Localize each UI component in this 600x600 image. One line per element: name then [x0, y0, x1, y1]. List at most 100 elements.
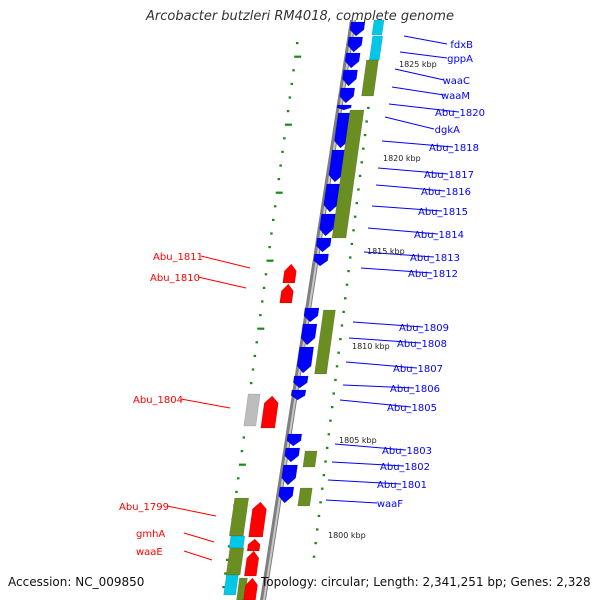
leader-line — [381, 140, 454, 148]
leader-line — [367, 227, 439, 235]
forward-gene-5 — [339, 87, 356, 104]
gene-label-right: Abu_1809 — [399, 323, 449, 334]
forward-gene-12 — [313, 253, 329, 267]
leader-line — [197, 276, 247, 289]
operon-bar-2 — [331, 109, 365, 239]
scale-labels: 1825 kbp 1820 kbp 1815 kbp 1810 kbp 1805 kbp… — [328, 60, 437, 540]
forward-gene-11 — [315, 237, 332, 253]
gene-label-right: Abu_1803 — [382, 446, 432, 457]
gene-label-left: Abu_1799 — [119, 502, 169, 513]
forward-gene-b3 — [296, 346, 314, 374]
scale-label: 1820 kbp — [383, 154, 421, 163]
leader-line — [339, 399, 412, 408]
leader-line — [352, 321, 424, 328]
operon-bar-3 — [314, 309, 336, 375]
gene-label-right: gppA — [447, 54, 473, 65]
operon-bar-6 — [229, 497, 249, 537]
leader-line — [391, 86, 445, 96]
scale-label: 1800 kbp — [328, 531, 366, 540]
gene-label-right: Abu_1813 — [410, 253, 460, 264]
gene-label-left: Abu_1804 — [133, 395, 183, 406]
gene-features — [223, 19, 385, 600]
reverse-gene-1811 — [282, 263, 297, 284]
forward-gene-c2 — [284, 447, 301, 463]
leader-line — [403, 35, 448, 45]
forward-gene-b1 — [303, 307, 320, 323]
forward-gene-b2 — [300, 323, 318, 346]
reverse-gene-gmhA — [246, 538, 261, 552]
gene-label-right: fdxB — [450, 40, 473, 51]
gene-label-right: Abu_1808 — [397, 339, 447, 350]
gene-label-right: Abu_1814 — [414, 230, 464, 241]
special-feature-2 — [369, 35, 383, 61]
gene-label-right: waaF — [377, 499, 403, 510]
leader-line — [399, 51, 448, 59]
operon-bar-7 — [225, 547, 245, 576]
gene-label-right: Abu_1802 — [380, 462, 430, 473]
gene-label-right: Abu_1807 — [393, 364, 443, 375]
forward-gene-10 — [319, 213, 336, 237]
gene-label-right: Abu_1805 — [387, 403, 437, 414]
gene-label-right: Abu_1801 — [377, 480, 427, 491]
operon-bar-1 — [361, 59, 379, 97]
forward-gene-c1 — [286, 433, 303, 447]
leader-line — [371, 205, 443, 212]
forward-gene-c4 — [278, 486, 295, 504]
gene-label-right: Abu_1812 — [408, 269, 458, 280]
scale-label: 1815 kbp — [367, 247, 405, 256]
leader-line — [327, 479, 402, 485]
forward-gene-1 — [349, 21, 366, 37]
leader-line — [348, 337, 422, 344]
forward-gene-3 — [344, 52, 361, 69]
leader-line — [334, 443, 407, 451]
gene-label-right: waaM — [441, 91, 470, 102]
gene-label-right: Abu_1806 — [390, 384, 440, 395]
gene-label-right: Abu_1815 — [418, 207, 468, 218]
operon-bar-4 — [302, 450, 318, 468]
reverse-gene-last — [243, 577, 258, 600]
special-feature-4 — [223, 574, 239, 596]
reverse-gene-1804 — [260, 395, 279, 429]
gene-label-right: dgkA — [435, 125, 460, 136]
forward-gene-9 — [323, 183, 341, 213]
leader-line — [375, 184, 446, 192]
forward-gene-4 — [342, 69, 358, 87]
special-feature-3 — [228, 535, 246, 549]
leader-line — [200, 255, 251, 269]
leader-line — [377, 167, 449, 175]
gene-label-right: Abu_1818 — [429, 143, 479, 154]
forward-gene-6 — [336, 104, 352, 111]
topology-text: Topology: circular; Length: 2,341,251 bp… — [261, 575, 591, 589]
leader-line — [325, 499, 378, 504]
pseudogene-1804 — [243, 393, 261, 427]
leader-line — [345, 361, 418, 369]
gene-label-right: Abu_1816 — [421, 187, 471, 198]
gene-label-left: Abu_1811 — [153, 252, 203, 263]
leader-line — [360, 267, 433, 274]
scale-label: 1810 kbp — [352, 342, 390, 351]
operon-bar-5 — [297, 487, 313, 507]
special-feature-1 — [371, 19, 385, 36]
forward-gene-b4 — [293, 375, 309, 389]
reverse-gene-1799 — [248, 501, 267, 538]
leader-line — [363, 251, 435, 258]
gene-label-left: Abu_1810 — [150, 273, 200, 284]
forward-gene-c3 — [281, 464, 298, 486]
scale-label: 1825 kbp — [399, 60, 437, 69]
gene-label-right: Abu_1820 — [435, 108, 485, 119]
leader-line — [394, 68, 445, 81]
gene-label-left: gmhA — [136, 529, 165, 540]
leader-line — [166, 505, 217, 517]
label-leaders — [166, 35, 460, 561]
forward-gene-b5 — [290, 389, 307, 401]
leader-line — [183, 532, 215, 543]
gene-labels: fdxB gppA waaC waaM Abu_1820 dgkA Abu_1818 Abu_… — [119, 40, 485, 558]
reverse-gene-waaE — [244, 550, 260, 577]
leader-line — [384, 116, 435, 130]
forward-gene-2 — [347, 36, 363, 53]
gene-label-left: waaE — [136, 547, 163, 558]
leader-line — [180, 398, 231, 409]
gene-label-right: Abu_1817 — [424, 170, 474, 181]
